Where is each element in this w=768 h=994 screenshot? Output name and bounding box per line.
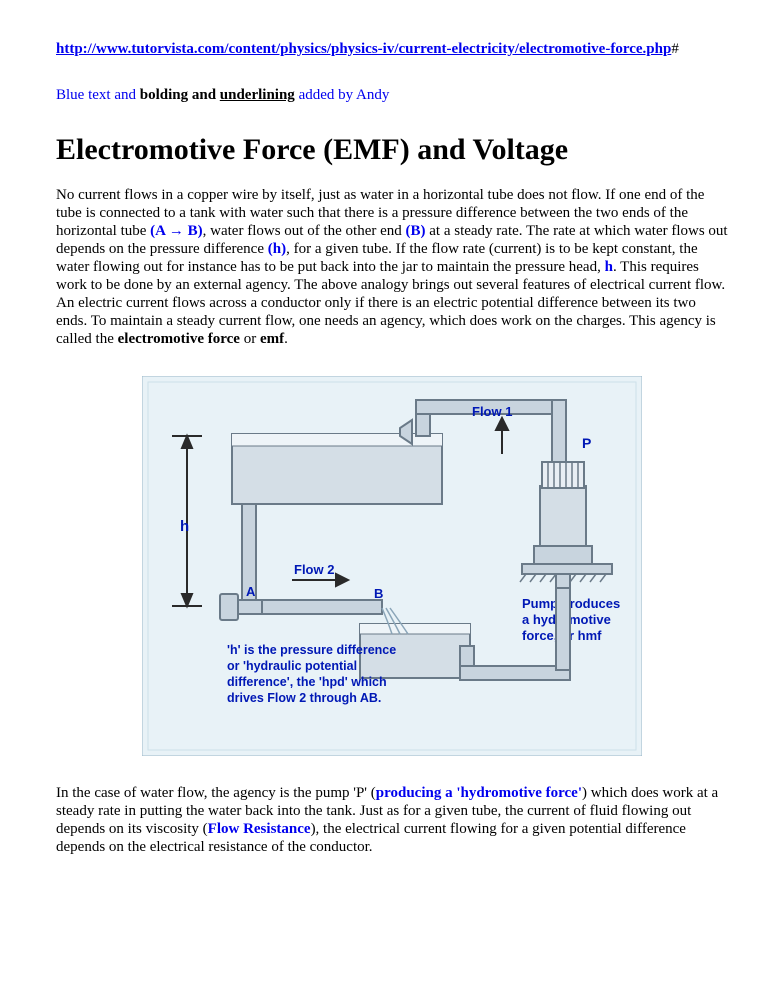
pipe-AB	[262, 600, 382, 614]
term-hydromotive: producing a 'hydromotive force'	[376, 785, 582, 801]
caption-line-3: difference', the 'hpd' which	[227, 675, 387, 689]
term-emf: emf	[260, 331, 284, 347]
annotation-pre: Blue text and	[56, 87, 140, 103]
p1-text: .	[284, 331, 288, 347]
annotation-bold: bolding and	[140, 87, 220, 103]
caption-line-4: drives Flow 2 through AB.	[227, 691, 381, 705]
term-emf-full: electromotive force	[118, 331, 240, 347]
page-title: Electromotive Force (EMF) and Voltage	[56, 132, 728, 168]
caption-line-2: or 'hydraulic potential	[227, 659, 357, 673]
p1-text: or	[240, 331, 260, 347]
caption-line-1: 'h' is the pressure difference	[227, 643, 396, 657]
pump-caption-1: Pump produces	[522, 596, 620, 611]
label-flow1: Flow 1	[472, 404, 512, 419]
label-A-to-B: (A → B)	[150, 223, 203, 239]
label-A: A	[246, 584, 256, 599]
annotation-underline: underlining	[220, 87, 295, 103]
url-hash: #	[671, 41, 679, 57]
paragraph-2: In the case of water flow, the agency is…	[56, 784, 728, 856]
term-flow-resistance: Flow Resistance	[208, 821, 311, 837]
source-url-link[interactable]: http://www.tutorvista.com/content/physic…	[56, 41, 671, 57]
hydraulic-diagram: h Flow 1 P	[142, 376, 642, 756]
label-B: B	[374, 586, 383, 601]
source-url-block: http://www.tutorvista.com/content/physic…	[56, 40, 728, 58]
annotation-post: added by Andy	[295, 87, 390, 103]
diagram-svg: h Flow 1 P	[142, 376, 642, 756]
label-h-paren: (h)	[268, 241, 286, 257]
label-B: (B)	[406, 223, 426, 239]
editor-annotation: Blue text and bolding and underlining ad…	[56, 86, 728, 104]
label-flow2: Flow 2	[294, 562, 334, 577]
label-h-diagram: h	[180, 518, 189, 535]
upper-tank	[232, 434, 442, 504]
p2-text: In the case of water flow, the agency is…	[56, 785, 376, 801]
paragraph-1: No current flows in a copper wire by its…	[56, 186, 728, 348]
label-P: P	[582, 435, 591, 451]
label-h: h	[605, 259, 613, 275]
p1-text: , water flows out of the other end	[203, 223, 406, 239]
